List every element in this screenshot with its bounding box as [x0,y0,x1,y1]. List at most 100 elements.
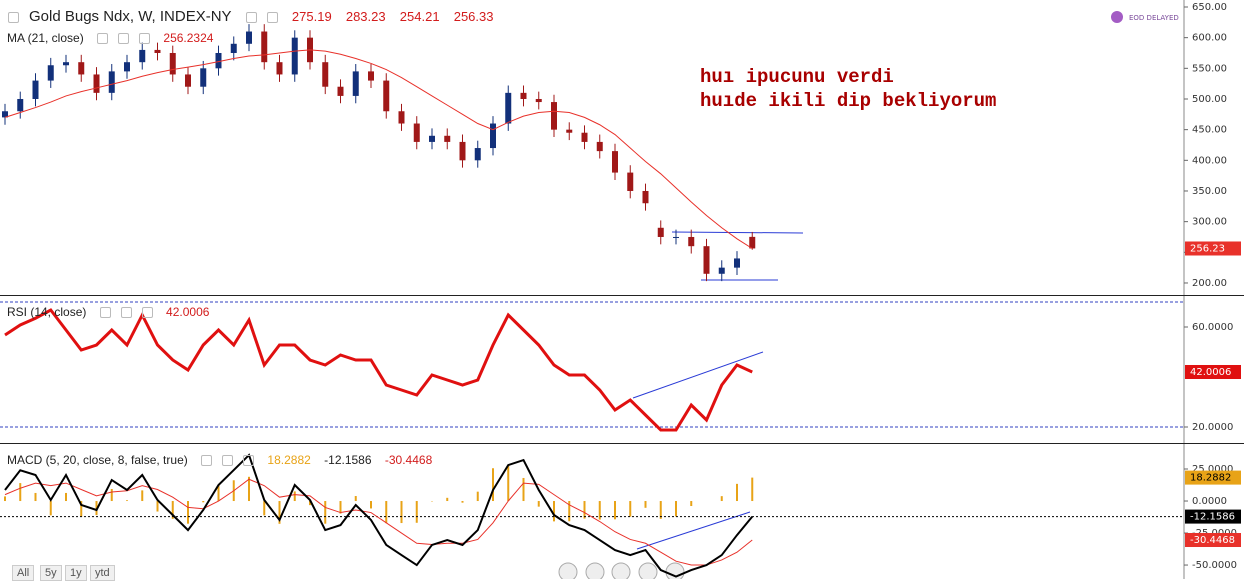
candle-body [109,71,115,92]
candle-body [185,74,191,86]
candle-body [261,32,267,63]
candle-body [33,81,39,99]
candle-body [688,237,694,246]
candle-body [490,124,496,149]
histogram-bar [721,496,723,501]
y-tick-label: 300.00 [1192,217,1227,228]
candle-body [734,258,740,267]
candle-body [292,38,298,75]
histogram-bar [690,501,692,506]
signal-value: -30.4468 [385,453,432,467]
icon [100,307,111,318]
y-tick-label: 600.00 [1192,33,1227,44]
candle-body [322,62,328,87]
icon [243,455,254,466]
histogram-bar [202,501,204,502]
candle-body [231,44,237,53]
icon [97,33,108,44]
histogram-bar [629,501,631,517]
histogram-bar [50,501,52,515]
zoom-button[interactable] [586,563,604,579]
rsi-line [5,310,752,430]
histogram-value: 18.2882 [267,453,310,467]
value-label: 42.0006 [1190,367,1231,378]
badge-icon [1111,11,1123,23]
histogram-bar [584,501,586,519]
histogram-bar [370,501,372,508]
candle-body [536,99,542,102]
histogram-bar [65,493,67,501]
histogram-bar [492,468,494,501]
histogram-bar [340,501,342,514]
icon [139,33,150,44]
histogram-bar [614,501,616,519]
candle-body [48,65,54,80]
candle-body [155,50,161,53]
candle-body [643,191,649,203]
icon [222,455,233,466]
zoom-button[interactable] [559,563,577,579]
histogram-bar [416,501,418,523]
histogram-bar [263,501,265,515]
y-tick-label: -50.0000 [1192,560,1237,571]
rsi-title: RSI (14, close) [7,305,86,319]
candle-body [124,62,130,71]
candle-body [277,62,283,74]
high-value: 283.23 [346,9,386,24]
histogram-bar [187,501,189,524]
y-tick-label: 450.00 [1192,125,1227,136]
candle-body [475,148,481,160]
histogram-bar [355,496,357,501]
histogram-bar [294,491,296,501]
candle-body [353,71,359,96]
moving-average [5,50,752,249]
icon [267,12,278,23]
rsi-header: RSI (14, close) 42.0006 [7,305,219,319]
candle-body [414,124,420,142]
candle-body [429,136,435,142]
icon [246,12,257,23]
icon [201,455,212,466]
histogram-bar [248,477,250,501]
badge: EOD DELAYED [1129,14,1179,22]
candle-body [17,99,23,111]
icon [121,307,132,318]
candle-body [368,71,374,80]
y-tick-label: 200.00 [1192,278,1227,289]
rsi-value: 42.0006 [166,305,209,319]
candle-body [673,237,679,238]
candle-body [246,32,252,44]
candle-body [505,93,511,124]
histogram-bar [126,500,128,501]
candle-body [566,130,572,133]
main-header: Gold Bugs Ndx, W, INDEX-NY 275.19 283.23… [8,8,503,25]
histogram-bar [736,484,738,501]
histogram-bar [507,465,509,501]
histogram-bar [141,490,143,501]
trend-line [633,352,763,398]
macd-title: MACD (5, 20, close, 8, false, true) [7,453,188,467]
histogram-bar [157,501,159,511]
annotation: huı ipucunu verdi [700,66,894,88]
value-label: 256.23 [1190,243,1225,254]
zoom-button[interactable] [639,563,657,579]
candle-body [597,142,603,151]
histogram-bar [675,501,677,516]
candle-body [444,136,450,142]
value-label: 18.2882 [1190,473,1231,484]
histogram-bar [538,501,540,507]
candle-body [383,81,389,112]
price-scale [1184,0,1244,579]
candle-body [94,74,100,92]
zoom-button[interactable] [612,563,630,579]
chart-title: Gold Bugs Ndx, W, INDEX-NY [29,8,232,25]
open-value: 275.19 [292,9,332,24]
icon [142,307,153,318]
annotation: huıde ikili dip bekliyorum [700,90,996,112]
histogram-bar [19,483,21,501]
y-tick-label: 0.0000 [1192,496,1227,507]
histogram-bar [477,492,479,501]
histogram-bar [462,501,464,503]
trend-line [637,512,750,549]
